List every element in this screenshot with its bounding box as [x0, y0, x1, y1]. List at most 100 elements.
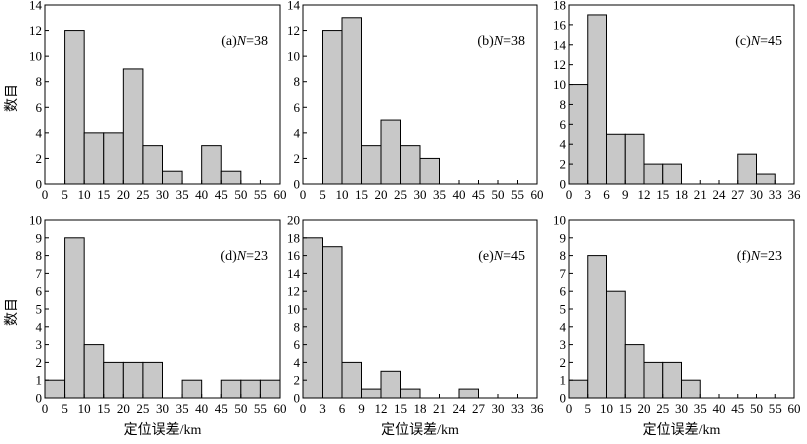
x-tick-label: 55 [769, 401, 782, 416]
x-tick-label: 15 [97, 187, 110, 202]
histogram-bar [606, 133, 626, 185]
y-tick-label: 12 [29, 23, 42, 38]
histogram-bar [302, 237, 323, 399]
panel-label-letter: (e) [478, 249, 494, 264]
x-tick-label: 5 [61, 187, 68, 202]
y-tick-label: 0 [294, 391, 301, 406]
y-tick-label: 16 [287, 248, 301, 263]
y-tick-label: 4 [36, 125, 43, 140]
histogram-bar [662, 361, 682, 399]
x-tick-label: 10 [336, 187, 349, 202]
panel-label: (b)N=38 [477, 34, 525, 49]
panel-label: (d)N=23 [220, 249, 268, 264]
histogram-bar [322, 246, 343, 399]
x-tick-label: 15 [97, 401, 110, 416]
histogram-bar [201, 145, 222, 185]
x-tick-label: 30 [156, 187, 169, 202]
histogram-bar [643, 361, 664, 399]
x-tick-label: 9 [358, 401, 365, 416]
x-tick-label: 50 [750, 401, 763, 416]
x-tick-label: 0 [566, 401, 573, 416]
y-tick-label: 2 [294, 151, 301, 166]
y-tick-label: 2 [560, 355, 567, 370]
panel-label: (c)N=45 [735, 34, 782, 49]
x-tick-label: 60 [788, 401, 801, 416]
panel-label-n: N [236, 249, 247, 264]
histogram-bar [568, 379, 589, 399]
x-tick-label: 21 [694, 187, 707, 202]
y-tick-label: 10 [287, 302, 300, 317]
x-tick-label: 18 [414, 401, 427, 416]
x-tick-label: 0 [42, 401, 49, 416]
histogram-bar [737, 153, 757, 185]
x-tick-label: 25 [656, 401, 669, 416]
y-tick-label: 3 [36, 337, 43, 352]
y-tick-label: 10 [29, 49, 42, 64]
y-axis-title-top: 数目 [4, 84, 20, 112]
y-tick-label: 10 [29, 213, 42, 228]
x-tick-label: 45 [472, 187, 485, 202]
y-tick-label: 1 [36, 373, 43, 388]
x-tick-label: 0 [42, 187, 49, 202]
histogram-bar [64, 237, 85, 399]
histogram-bar [681, 379, 701, 399]
y-tick-label: 14 [29, 0, 43, 13]
y-tick-label: 5 [36, 302, 43, 317]
y-tick-label: 6 [36, 284, 43, 299]
y-tick-label: 2 [36, 151, 43, 166]
y-tick-label: 14 [287, 266, 301, 281]
panel-label-n: N [750, 249, 761, 264]
y-tick-label: 18 [287, 230, 300, 245]
x-tick-label: 30 [492, 401, 505, 416]
histogram-bar [662, 163, 682, 185]
y-tick-label: 10 [287, 49, 300, 64]
panel-label-count: =38 [503, 34, 525, 49]
x-tick-label: 33 [769, 187, 782, 202]
histogram-bar [181, 379, 203, 399]
panel-label-count: =45 [503, 249, 525, 264]
x-tick-label: 55 [254, 187, 267, 202]
y-tick-label: 4 [560, 319, 567, 334]
histogram-bar [103, 132, 124, 185]
panel-label: (a)N=38 [221, 34, 268, 49]
histogram-bar [122, 361, 144, 399]
y-tick-label: 20 [287, 213, 300, 228]
x-tick-label: 0 [300, 401, 307, 416]
histogram-bar [624, 133, 645, 185]
x-axis-title: 定位误差/km [643, 422, 721, 438]
y-tick-label: 2 [36, 355, 43, 370]
histogram-bar [83, 132, 105, 185]
x-tick-label: 5 [61, 401, 68, 416]
histogram-bar [643, 163, 664, 185]
x-tick-label: 3 [585, 187, 592, 202]
panel-label-letter: (b) [477, 34, 494, 49]
x-tick-label: 27 [731, 187, 745, 202]
x-tick-label: 30 [156, 401, 169, 416]
histogram-bar [361, 388, 382, 399]
y-tick-label: 6 [36, 100, 43, 115]
histogram-bar [220, 170, 242, 185]
x-tick-label: 40 [453, 187, 466, 202]
y-tick-label: 9 [560, 230, 567, 245]
x-tick-label: 45 [731, 401, 744, 416]
panel-label-letter: (c) [735, 34, 751, 49]
x-tick-label: 35 [176, 401, 189, 416]
x-tick-label: 50 [234, 401, 247, 416]
x-tick-label: 60 [274, 187, 287, 202]
y-tick-label: 8 [560, 248, 567, 263]
histogram-bar [103, 361, 124, 399]
x-tick-label: 6 [603, 187, 610, 202]
y-tick-label: 10 [553, 213, 566, 228]
x-tick-label: 12 [375, 401, 388, 416]
y-tick-label: 12 [553, 57, 566, 72]
x-tick-label: 18 [675, 187, 688, 202]
x-tick-label: 24 [713, 187, 727, 202]
x-tick-label: 55 [511, 187, 524, 202]
panel-label-letter: (a) [221, 34, 237, 49]
panel-label-count: =38 [246, 34, 268, 49]
